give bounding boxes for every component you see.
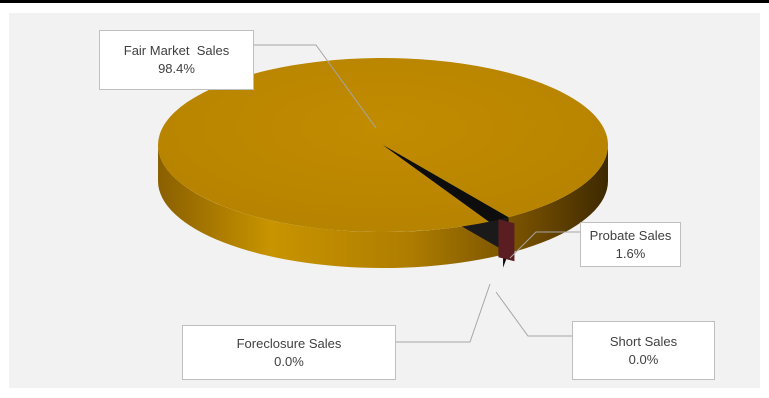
slice-value-probate: 1.6%: [615, 245, 646, 261]
top-border: [0, 0, 769, 3]
callout-foreclosure: Foreclosure Sales 0.0%: [182, 325, 396, 380]
slice-value-short: 0.0%: [628, 351, 659, 367]
slice-label-foreclosure: Foreclosure Sales: [236, 335, 342, 351]
callout-short: Short Sales 0.0%: [572, 321, 715, 380]
callout-fair-market: Fair Market Sales 98.4%: [99, 30, 254, 90]
leader-probate: [509, 231, 580, 259]
pie-slice-0: [157, 58, 608, 233]
callout-probate: Probate Sales 1.6%: [580, 222, 681, 267]
slice-value-fair-market: 98.4%: [158, 61, 195, 76]
slice-label-short: Short Sales: [609, 333, 678, 349]
slice-value-foreclosure: 0.0%: [274, 353, 304, 369]
pie-slice-3: [383, 145, 490, 222]
pie-slice-foreclosure-side: [498, 219, 515, 262]
slice-label-probate: Probate Sales: [589, 227, 672, 243]
leader-fair-market: [254, 44, 377, 129]
leader-foreclosure: [396, 283, 491, 343]
pie-slice-1: [383, 145, 509, 222]
slice-label-fair-market: Fair Market Sales: [123, 43, 230, 58]
leader-short: [495, 291, 572, 337]
